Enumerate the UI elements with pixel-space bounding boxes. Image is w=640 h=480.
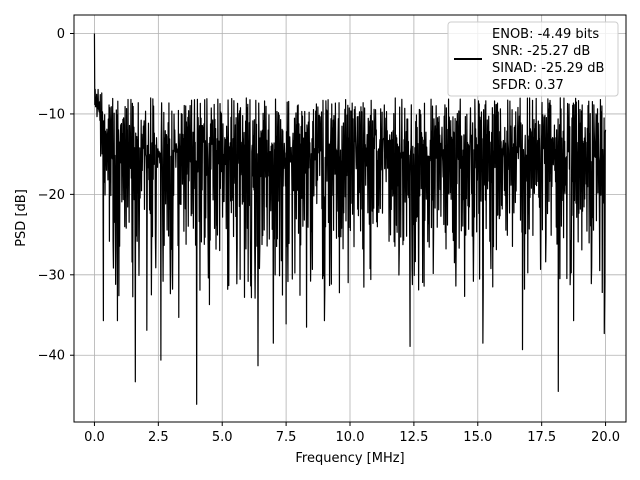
y-tick-label: −10 bbox=[38, 107, 65, 122]
x-tick-label: 12.5 bbox=[399, 430, 428, 445]
x-axis-label: Frequency [MHz] bbox=[295, 451, 404, 466]
x-tick-label: 7.5 bbox=[276, 430, 297, 445]
y-tick-label: −20 bbox=[38, 188, 65, 203]
x-tick-label: 2.5 bbox=[148, 430, 169, 445]
legend: ENOB: -4.49 bits SNR: -25.27 dB SINAD: -… bbox=[447, 21, 619, 97]
x-tick-label: 15.0 bbox=[463, 430, 492, 445]
legend-box bbox=[447, 21, 619, 97]
x-tick-label: 17.5 bbox=[527, 430, 556, 445]
y-tick-label: 0 bbox=[57, 27, 65, 42]
legend-sinad: SINAD: -25.29 dB bbox=[492, 61, 604, 76]
legend-snr: SNR: -25.27 dB bbox=[492, 44, 590, 59]
y-tick-label: −40 bbox=[38, 349, 65, 364]
x-tick-label: 5.0 bbox=[212, 430, 233, 445]
y-axis-ticks: 0 −10 −20 −30 −40 bbox=[38, 27, 74, 364]
psd-trace bbox=[93, 33, 607, 405]
legend-enob: ENOB: -4.49 bits bbox=[492, 27, 599, 42]
y-axis-label: PSD [dB] bbox=[14, 189, 29, 247]
x-tick-label: 10.0 bbox=[336, 430, 365, 445]
psd-series-line bbox=[93, 33, 607, 405]
legend-sfdr: SFDR: 0.37 bbox=[492, 78, 564, 93]
x-tick-label: 20.0 bbox=[591, 430, 620, 445]
x-tick-label: 0.0 bbox=[84, 430, 105, 445]
x-axis-ticks: 0.0 2.5 5.0 7.5 10.0 12.5 15.0 17.5 20.0 bbox=[84, 422, 620, 445]
y-tick-label: −30 bbox=[38, 268, 65, 283]
